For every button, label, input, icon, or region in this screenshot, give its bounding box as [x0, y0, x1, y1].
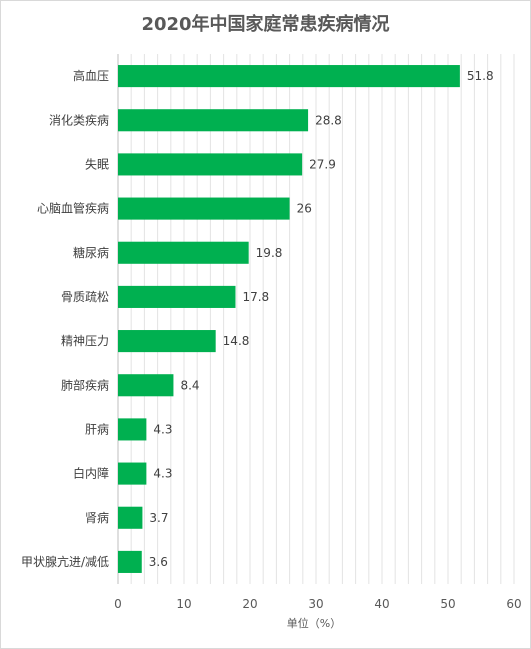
value-label: 51.8	[467, 69, 494, 83]
category-label: 骨质疏松	[61, 289, 109, 304]
bar	[118, 197, 290, 220]
category-label: 心脑血管疾病	[37, 201, 109, 216]
bar	[118, 241, 249, 264]
x-tick-label: 0	[114, 597, 122, 611]
value-label: 27.9	[309, 157, 336, 171]
bars	[118, 65, 460, 573]
bar	[118, 109, 309, 132]
bar	[118, 65, 460, 88]
x-tick-label: 30	[308, 597, 323, 611]
x-tick-label: 50	[440, 597, 455, 611]
category-label: 高血压	[73, 68, 109, 83]
chart-title: 2020年中国家庭常患疾病情况	[141, 14, 390, 35]
category-label: 甲状腺亢进/减低	[21, 554, 109, 569]
value-labels: 51.8 28.8 27.9 26 19.8 17.8 14.8 8.4 4.3 4.3 3.7 3.…	[149, 69, 494, 569]
category-label: 失眠	[85, 156, 109, 171]
category-label: 肾病	[85, 510, 109, 525]
value-label: 3.7	[149, 511, 168, 525]
x-axis-label: 单位（%）	[287, 616, 341, 630]
bar	[118, 285, 236, 308]
value-label: 4.3	[153, 422, 172, 436]
value-label: 8.4	[180, 378, 199, 392]
value-label: 4.3	[153, 467, 172, 481]
category-label: 精神压力	[61, 334, 109, 348]
category-label: 糖尿病	[73, 245, 109, 260]
value-label: 14.8	[223, 334, 250, 348]
x-tick-label: 60	[506, 597, 521, 611]
bar	[118, 462, 147, 485]
bar	[118, 330, 216, 353]
x-tick-label: 40	[374, 597, 389, 611]
x-tick-label: 10	[176, 597, 191, 611]
value-label: 17.8	[242, 290, 269, 304]
value-label: 3.6	[149, 555, 168, 569]
category-label: 肺部疾病	[61, 377, 109, 392]
bar	[118, 550, 142, 573]
category-label: 肝病	[85, 421, 109, 436]
category-label: 白内障	[73, 466, 109, 481]
bar	[118, 506, 143, 529]
bar	[118, 374, 174, 397]
category-label: 消化类疾病	[49, 112, 109, 127]
value-label: 28.8	[315, 113, 342, 127]
gridlines	[117, 54, 515, 584]
bar	[118, 153, 303, 176]
x-tick-labels: 0 10 20 30 40 50 60	[114, 597, 521, 611]
bar	[118, 418, 147, 441]
value-label: 19.8	[256, 246, 283, 260]
x-tick-label: 20	[242, 597, 257, 611]
category-labels: 高血压消化类疾病失眠心脑血管疾病糖尿病骨质疏松精神压力肺部疾病肝病白内障肾病甲状…	[21, 68, 109, 569]
value-label: 26	[297, 202, 312, 216]
